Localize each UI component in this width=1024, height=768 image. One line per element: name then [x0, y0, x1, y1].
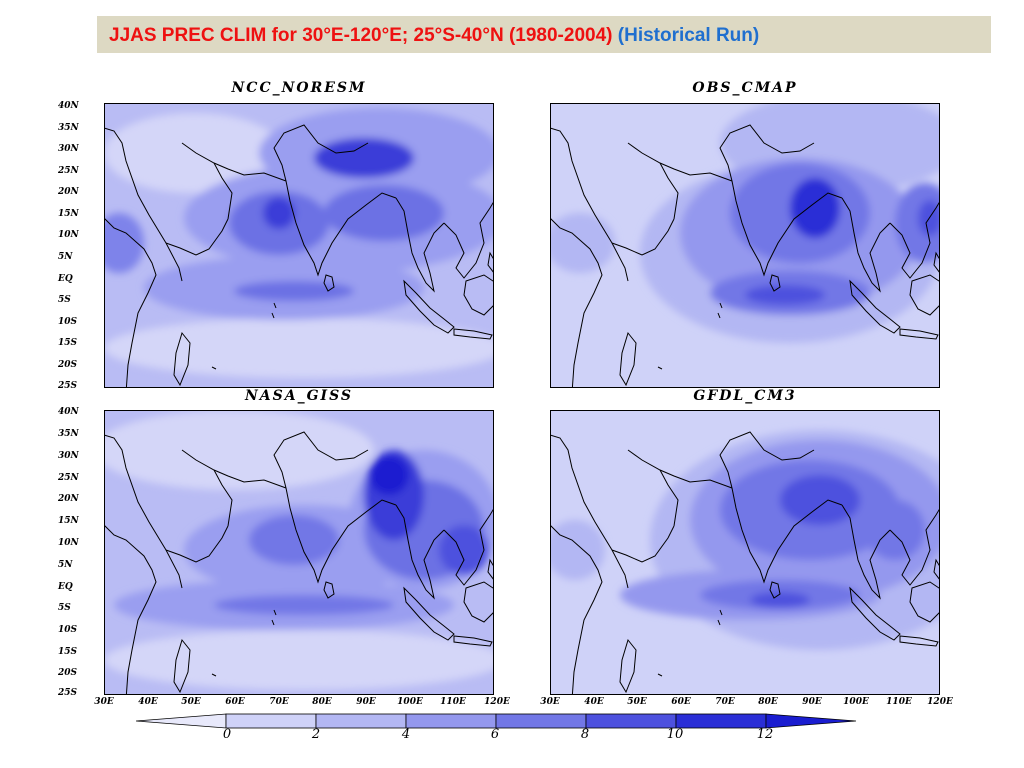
lat-tick-label: EQ — [58, 582, 73, 592]
lon-tick-label: 80E — [758, 697, 778, 707]
lat-tick-label: 10N — [58, 230, 79, 240]
lat-tick-label: 20N — [58, 187, 79, 197]
lat-tick-label: 40N — [58, 407, 79, 417]
lon-tick-label: 50E — [181, 697, 201, 707]
panel-title-gfdl-cm3: GFDL_CM3 — [693, 388, 797, 404]
page-title: JJAS PREC CLIM for 30°E-120°E; 25°S-40°N… — [109, 25, 759, 47]
lat-tick-label: 10N — [58, 538, 79, 548]
colorbar-tick-label: 10 — [666, 727, 684, 742]
panel-title-obs-cmap: OBS_CMAP — [692, 80, 798, 96]
lon-tick-label: 120E — [484, 697, 510, 707]
colorbar-segment — [675, 713, 767, 729]
lat-tick-label: 20S — [58, 360, 78, 370]
lat-tick-label: 20N — [58, 494, 79, 504]
lat-tick-label: 15N — [58, 516, 79, 526]
colorbar-segment — [585, 713, 677, 729]
lon-tick-label: 110E — [440, 697, 466, 707]
precip-contours — [104, 410, 494, 690]
title-main-text: JJAS PREC CLIM for 30°E-120°E; 25°S-40°N… — [109, 25, 613, 46]
lon-tick-label: 110E — [886, 697, 912, 707]
lon-tick-label: 90E — [802, 697, 822, 707]
lat-tick-label: 35N — [58, 429, 79, 439]
colorbar-segment — [136, 713, 227, 729]
lat-tick-label: 15N — [58, 209, 79, 219]
lon-tick-label: 30E — [94, 697, 114, 707]
colorbar-segment — [315, 713, 407, 729]
lat-tick-label: 15S — [58, 338, 78, 348]
precip-contours — [104, 108, 494, 378]
lat-tick-label: 10S — [58, 317, 78, 327]
lat-tick-label: EQ — [58, 274, 73, 284]
lon-tick-label: 40E — [584, 697, 604, 707]
panel-title-ncc-noresm: NCC_NORESM — [231, 80, 367, 96]
lat-tick-label: 30N — [58, 451, 79, 461]
lon-tick-label: 80E — [312, 697, 332, 707]
colorbar-segment — [405, 713, 497, 729]
lat-tick-label: 20S — [58, 668, 78, 678]
map-panel-ncc-noresm — [104, 103, 494, 388]
precip-contours — [550, 103, 940, 343]
lon-tick-label: 70E — [715, 697, 735, 707]
colorbar — [136, 713, 857, 729]
colorbar-segment — [495, 713, 587, 729]
panel-title-nasa-giss: NASA_GISS — [244, 388, 354, 404]
lat-tick-label: 25N — [58, 166, 79, 176]
map-panel-obs-cmap — [550, 103, 940, 388]
lon-tick-label: 60E — [225, 697, 245, 707]
colorbar-tick-label: 12 — [756, 727, 774, 742]
map-panel-nasa-giss — [104, 410, 494, 695]
lat-tick-label: 5S — [58, 295, 71, 305]
colorbar-segment — [765, 713, 857, 729]
lat-tick-label: 5N — [58, 560, 73, 570]
lat-tick-label: 30N — [58, 144, 79, 154]
lat-tick-label: 5N — [58, 252, 73, 262]
colorbar-tick-label: 8 — [580, 727, 590, 742]
colorbar-tick-label: 2 — [311, 727, 321, 742]
lon-tick-label: 70E — [269, 697, 289, 707]
lat-tick-label: 25S — [58, 688, 78, 698]
lon-tick-label: 120E — [927, 697, 953, 707]
lon-tick-label: 100E — [397, 697, 423, 707]
colorbar-tick-label: 0 — [222, 727, 232, 742]
lat-tick-label: 25N — [58, 473, 79, 483]
lat-tick-label: 25S — [58, 381, 78, 391]
colorbar-segment — [225, 713, 317, 729]
colorbar-tick-label: 6 — [490, 727, 500, 742]
lat-tick-label: 5S — [58, 603, 71, 613]
lat-tick-label: 10S — [58, 625, 78, 635]
map-panel-gfdl-cm3 — [550, 410, 940, 695]
lon-tick-label: 60E — [671, 697, 691, 707]
lat-tick-label: 40N — [58, 101, 79, 111]
lon-tick-label: 30E — [540, 697, 560, 707]
lon-tick-label: 90E — [356, 697, 376, 707]
title-banner: JJAS PREC CLIM for 30°E-120°E; 25°S-40°N… — [97, 16, 991, 53]
lat-tick-label: 35N — [58, 123, 79, 133]
lon-tick-label: 40E — [138, 697, 158, 707]
title-subtitle: (Historical Run) — [617, 25, 760, 46]
lat-tick-label: 15S — [58, 647, 78, 657]
lon-tick-label: 100E — [843, 697, 869, 707]
lon-tick-label: 50E — [627, 697, 647, 707]
colorbar-tick-label: 4 — [401, 727, 411, 742]
